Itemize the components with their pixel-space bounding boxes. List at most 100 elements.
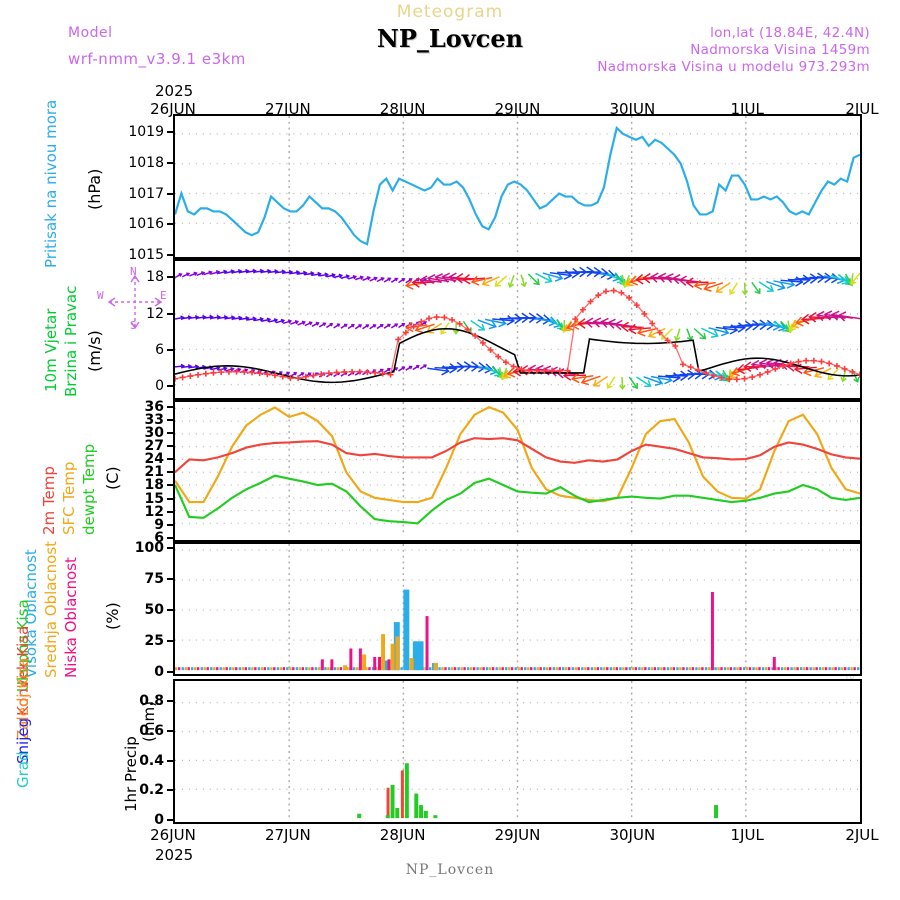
precip-axis-unit-1: 1hr Precip [122,736,140,812]
y-axis-tick-label: 6 [154,530,164,546]
y-axis-tick-mark [167,537,173,539]
y-axis-tick-mark [167,445,173,447]
dewpoint-line [175,474,860,525]
bottom-axis-tick: 2JUL [845,826,879,844]
temp-series-label-0: 2m Temp [40,466,58,535]
temp-series-label-2: dewpt Temp [80,443,98,535]
y-axis-tick-mark [167,640,173,643]
top-axis-tick: 28JUN [379,100,426,118]
y-axis-tick-label: 30 [144,424,164,441]
bottom-axis: 26JUN 27JUN 28JUN 29JUN 30JUN 1JUL 2JUL 2025 [0,824,900,864]
y-axis-tick-label: 100 [134,540,164,557]
panel-clouds [173,542,862,676]
y-axis-tick-mark [167,789,173,792]
pressure-axis-title: Pritisak na nivou mora [42,99,60,268]
y-axis-tick-label: 18 [146,269,164,286]
panel-pressure [173,114,862,259]
station-info: lon,lat (18.84E, 42.4N) Nadmorska Visina… [597,25,870,76]
pressure-line [175,125,860,246]
temperature-plot [175,402,860,537]
y-axis-tick-label: 0.4 [139,752,164,769]
y-axis-tick-mark [167,671,173,673]
y-axis-tick-mark [167,484,173,487]
lonlat-text: lon,lat (18.84E, 42.4N) [710,25,870,41]
y-axis-tick-label: 1018 [128,155,164,172]
y-axis-tick-mark [167,131,173,134]
y-axis-tick-label: 15 [144,490,164,507]
top-axis-tick: 2JUL [845,100,879,118]
sfc-temp-line [175,405,860,504]
2m-temp-line [175,437,860,474]
bottom-axis-tick: 1JUL [730,826,764,844]
panel-wind [173,259,862,400]
top-axis-tick: 30JUN [609,100,656,118]
y-axis-tick-mark [167,471,173,474]
wind-axis-title-2: Brzina i Pravac [62,285,80,397]
wind-plot [175,261,860,395]
y-axis-tick-label: 21 [144,464,164,481]
y-axis-tick-label: 1017 [128,185,164,202]
y-axis-tick-mark [167,254,173,256]
top-axis-year: 2025 [155,82,194,100]
y-axis-tick-mark [167,759,173,762]
y-axis-tick-label: 27 [144,438,164,454]
compass-w-label: W [97,289,104,302]
bottom-axis-tick: 28JUN [379,826,426,844]
y-axis-tick-label: 0.2 [139,782,164,799]
bottom-axis-tick: 30JUN [609,826,656,844]
wind-axis-title-1: 10m Vjetar [42,308,60,392]
model-label: Model [68,25,113,41]
y-axis-tick-mark [167,497,173,500]
compass-e-label: E [160,289,167,302]
y-axis-tick-label: 0 [154,812,164,828]
y-axis-tick-mark [167,578,173,581]
bottom-axis-tick: 27JUN [264,826,311,844]
meteogram-label: Meteogram [396,2,504,22]
y-axis-tick-mark [167,609,173,612]
y-axis-tick-mark [167,729,173,732]
y-axis-tick-mark [167,162,173,165]
y-axis-tick-mark [167,523,173,526]
y-axis-tick-mark [167,276,173,279]
y-axis-tick-mark [167,458,173,461]
temp-series-label-1: SFC Temp [60,461,78,535]
top-axis: 2025 26JUN 27JUN 28JUN 29JUN 30JUN 1JUL 2JUL [0,82,900,118]
bottom-axis-tick: 26JUN [150,826,196,844]
y-axis-tick-mark [167,547,173,550]
bottom-axis-year: 2025 [155,846,194,864]
cloud-series-label-2: Niska Oblacnost [62,557,80,678]
y-axis-tick-label: 0.6 [139,722,164,739]
y-axis-tick-mark [167,431,173,434]
y-axis-tick-mark [167,819,173,821]
y-axis-tick-label: 12 [146,305,164,322]
footer-station-name: NP_Lovcen [405,862,495,878]
y-axis-tick-label: 12 [144,503,164,520]
y-axis-tick-label: 50 [144,602,164,619]
top-axis-tick: 27JUN [264,100,311,118]
y-axis-tick-label: 1015 [128,247,164,263]
y-axis-tick-label: 0 [155,378,164,395]
y-axis-tick-label: 9 [154,516,164,533]
y-axis-tick-label: 1016 [128,216,164,233]
top-axis-tick: 26JUN [150,100,196,118]
y-axis-tick-label: 6 [155,341,164,358]
y-axis-tick-label: 24 [144,451,164,468]
precip-series-label-4: Grad [14,751,32,788]
panel-precip [173,679,862,824]
y-axis-tick-label: 33 [144,411,164,428]
y-axis-tick-label: 0 [154,664,164,680]
y-axis-tick-mark [167,418,173,421]
top-axis-tick: 29JUN [494,100,541,118]
elevation-text: Nadmorska Visina 1459m [690,42,870,58]
y-axis-tick-label: 18 [144,477,164,494]
precip-plot [175,681,860,819]
y-axis-tick-mark [167,312,173,315]
compass-n-label: N [130,265,137,278]
y-axis-tick-label: 36 [144,398,164,415]
model-elevation-text: Nadmorska Visina u modelu 973.293m [597,59,870,75]
y-axis-tick-label: 0.8 [139,693,164,710]
y-axis-tick-mark [167,510,173,513]
top-axis-tick: 1JUL [730,100,764,118]
y-axis-tick-label: 75 [144,571,164,588]
model-name: wrf-nmm_v3.9.1 e3km [68,50,246,68]
